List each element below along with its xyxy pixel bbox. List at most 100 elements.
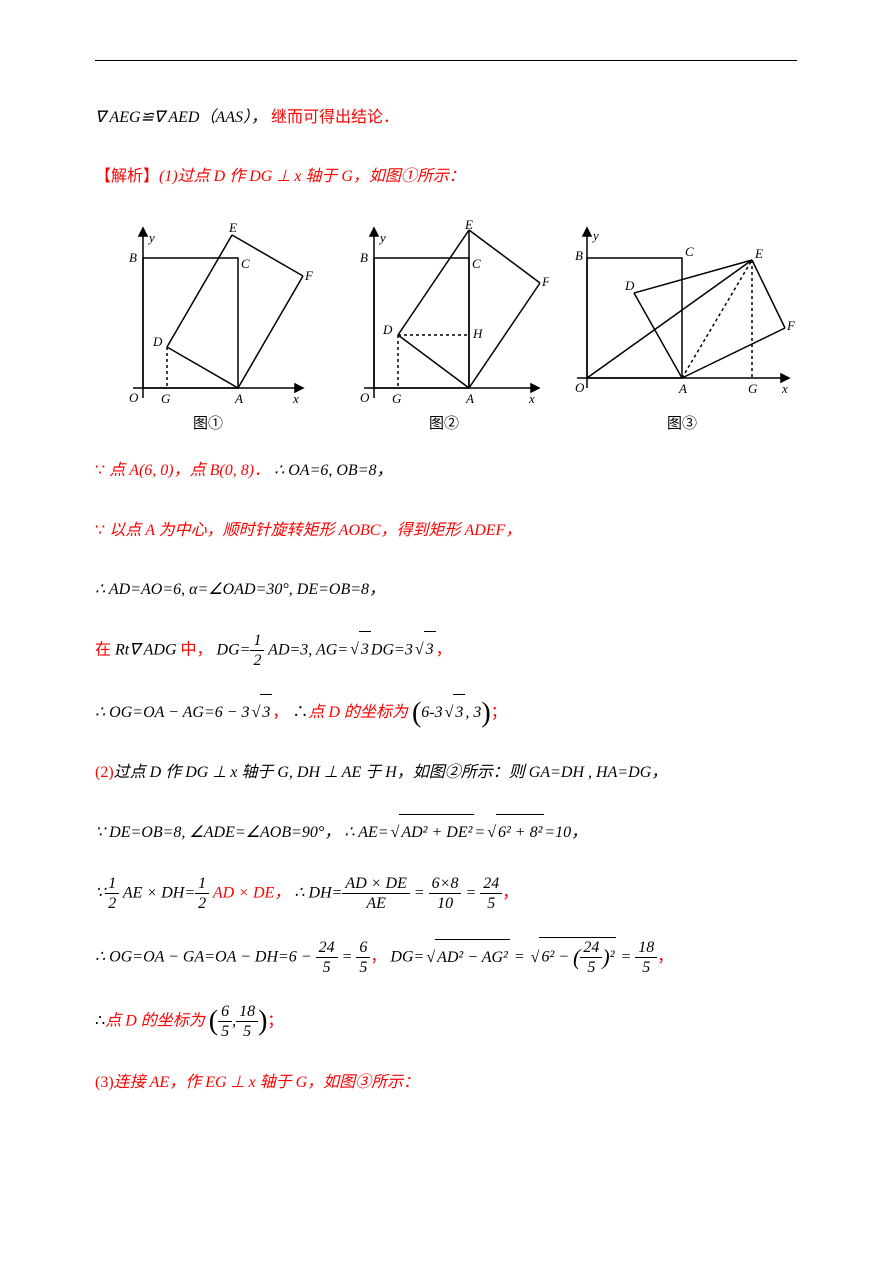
l1-because: ∵ [95, 462, 105, 479]
svg-text:x: x [292, 391, 299, 406]
l2-rotation: 以点 A 为中心，顺时针旋转矩形 AOBC，得到矩形 ADEF， [109, 522, 521, 539]
analysis-step1: 【解析】(1)过点 D 作 DG ⊥ x 轴于 G，如图①所示： [95, 159, 797, 194]
figure-3-svg: y x O A B C D E F G [567, 218, 797, 408]
svg-text:C: C [685, 244, 694, 259]
l7-a: ∵ DE=OB=8, ∠ADE=∠AOB=90°， [95, 824, 340, 841]
l9-f: = [616, 949, 635, 966]
l5-coord-label: 点 D 的坐标为 [308, 704, 408, 721]
figure-3-label: 图③ [567, 412, 797, 433]
svg-text:G: G [748, 381, 758, 396]
l8-g: ， [502, 884, 518, 901]
l11-a: (3) [95, 1074, 114, 1091]
svg-text:x: x [528, 391, 535, 406]
svg-text:H: H [472, 326, 483, 341]
l8-d: ∴ DH= [294, 884, 342, 901]
figure-2-label: 图② [331, 412, 557, 433]
figure-1: y x O A B C D E F G 图① [95, 218, 321, 433]
svg-text:F: F [541, 274, 549, 289]
l6-b: 过点 D 作 DG ⊥ x 轴于 G, DH ⊥ AE 于 H，如图②所示：则 … [114, 764, 668, 781]
l1-values: ∴ OA=6, OB=8， [274, 462, 392, 479]
l3-equalities: ∴ AD=AO=6, α=∠OAD=30°, DE=OB=8， [95, 581, 385, 598]
congruence-math: ∇ AEG≌∇ AED（AAS）， [95, 109, 267, 126]
l9-g: ， [657, 949, 673, 966]
line-5: ∴ OG=OA − AG=6 − 33， ∴点 D 的坐标为 (6-33, 3)… [95, 694, 797, 730]
congruence-line: ∇ AEG≌∇ AED（AAS）， 继而可得出结论． [95, 100, 797, 135]
svg-text:G: G [392, 391, 402, 406]
l9-e: = [510, 949, 529, 966]
svg-text:x: x [781, 381, 788, 396]
line-2: ∵ 以点 A 为中心，顺时针旋转矩形 AOBC，得到矩形 ADEF， [95, 513, 797, 548]
l4-zhong: 中， [181, 641, 213, 658]
l11-b: 连接 AE，作 EG ⊥ x 轴于 G，如图③所示： [114, 1074, 419, 1091]
l4-ad3: AD=3, AG= [264, 641, 348, 658]
svg-text:y: y [147, 230, 155, 245]
l7-d: =10， [544, 824, 587, 841]
l8-b: AE × DH= [119, 884, 195, 901]
line-8: ∵12 AE × DH=12 AD × DE， ∴ DH=AD × DEAE =… [95, 874, 797, 913]
figure-1-svg: y x O A B C D E F G [103, 218, 313, 408]
l5-semi: ； [491, 704, 507, 721]
step1-intro: (1)过点 D 作 DG ⊥ x 轴于 G，如图①所示： [159, 168, 465, 185]
svg-text:A: A [678, 381, 687, 396]
l10-b: 点 D 的坐标为 [105, 1012, 205, 1029]
line-3: ∴ AD=AO=6, α=∠OAD=30°, DE=OB=8， [95, 572, 797, 607]
l9-d: DG= [390, 949, 424, 966]
l5-comma: ， [272, 704, 288, 721]
l7-b: ∴ AE= [344, 824, 388, 841]
svg-text:B: B [575, 248, 583, 263]
line-4: 在 Rt∇ ADG 中， DG=12 AD=3, AG=3DG=33， [95, 631, 797, 670]
l8-a: ∵ [95, 884, 105, 901]
svg-text:B: B [360, 250, 368, 265]
svg-text:D: D [152, 334, 163, 349]
l10-a: ∴ [95, 1012, 105, 1029]
l8-e: = [410, 884, 429, 901]
svg-text:G: G [161, 391, 171, 406]
l6-a: (2) [95, 764, 114, 781]
svg-text:E: E [228, 220, 237, 235]
line-11: (3)连接 AE，作 EG ⊥ x 轴于 G，如图③所示： [95, 1065, 797, 1100]
figure-3: y x O A B C D E F G 图③ [567, 218, 797, 433]
svg-text:O: O [575, 380, 585, 395]
header-rule [95, 60, 797, 61]
svg-text:O: O [360, 390, 370, 405]
figure-1-label: 图① [95, 412, 321, 433]
svg-text:C: C [472, 256, 481, 271]
congruence-conclusion: 继而可得出结论． [271, 109, 399, 126]
l7-c: = [474, 824, 485, 841]
l5-og: ∴ OG=OA − AG=6 − 3 [95, 704, 250, 721]
l8-f: = [461, 884, 480, 901]
svg-text:F: F [786, 318, 796, 333]
svg-text:B: B [129, 250, 137, 265]
l4-rt-tri: Rt∇ ADG [115, 641, 177, 658]
l5-coord-a: 6-3 [421, 704, 442, 721]
figure-2: y x O A B C D E F G H 图② [331, 218, 557, 433]
svg-text:F: F [304, 268, 313, 283]
l9-a: ∴ OG=OA − GA=OA − DH=6 − [95, 949, 316, 966]
l1-points-setup: 点 A(6, 0)，点 B(0, 8)． [109, 462, 270, 479]
svg-text:D: D [382, 322, 393, 337]
l9-b: = [338, 949, 357, 966]
svg-text:A: A [465, 391, 474, 406]
svg-text:E: E [754, 246, 763, 261]
l5-therefore: ∴ [292, 704, 308, 721]
line-6: (2)过点 D 作 DG ⊥ x 轴于 G, DH ⊥ AE 于 H，如图②所示… [95, 755, 797, 790]
line-1: ∵ 点 A(6, 0)，点 B(0, 8)． ∴ OA=6, OB=8， [95, 453, 797, 488]
svg-text:O: O [129, 390, 139, 405]
svg-text:E: E [464, 218, 473, 232]
svg-text:C: C [241, 256, 250, 271]
figure-2-svg: y x O A B C D E F G H [339, 218, 549, 408]
svg-text:D: D [624, 278, 635, 293]
line-9: ∴ OG=OA − GA=OA − DH=6 − 245 = 65， DG=AD… [95, 937, 797, 977]
svg-text:A: A [234, 391, 243, 406]
l8-c: AD × DE， [209, 884, 290, 901]
l4-in: 在 [95, 641, 115, 658]
l9-c: ， [370, 949, 386, 966]
figures-row: y x O A B C D E F G 图① [95, 218, 797, 433]
l4-comma: ， [436, 641, 452, 658]
svg-text:y: y [591, 228, 599, 243]
l5-coord-b: , 3 [465, 704, 481, 721]
l4-dg: DG= [217, 641, 251, 658]
analysis-label: 【解析】 [95, 168, 159, 185]
svg-text:y: y [378, 230, 386, 245]
line-7: ∵ DE=OB=8, ∠ADE=∠AOB=90°， ∴ AE=AD² + DE²… [95, 814, 797, 850]
